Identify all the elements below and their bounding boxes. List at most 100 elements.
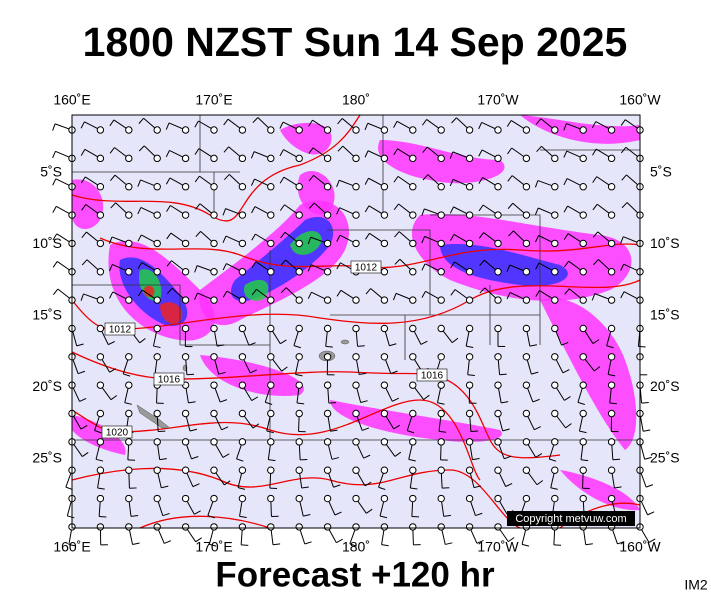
barb-station bbox=[495, 212, 501, 218]
barb-station bbox=[410, 184, 416, 190]
barb-station bbox=[381, 467, 387, 473]
barb-station bbox=[239, 495, 245, 501]
barb-station bbox=[126, 240, 132, 246]
barb-station bbox=[324, 382, 330, 388]
barb-station bbox=[211, 240, 217, 246]
lat-label-left: 10˚S bbox=[32, 235, 62, 251]
barb-station bbox=[438, 524, 444, 530]
barb-station bbox=[495, 269, 501, 275]
barb-station bbox=[268, 240, 274, 246]
barb-station bbox=[268, 410, 274, 416]
barb-station bbox=[296, 439, 302, 445]
barb-station bbox=[324, 325, 330, 331]
barb-station bbox=[268, 382, 274, 388]
barb-station bbox=[580, 155, 586, 161]
barb-station bbox=[608, 382, 614, 388]
barb-station bbox=[523, 354, 529, 360]
barb-station bbox=[296, 524, 302, 530]
isobar-label: 1012 bbox=[355, 263, 378, 274]
barb-station bbox=[381, 382, 387, 388]
barb-station bbox=[410, 155, 416, 161]
barb-station bbox=[296, 382, 302, 388]
lat-label-right: 25˚S bbox=[650, 450, 680, 466]
barb-station bbox=[324, 410, 330, 416]
barb-station bbox=[182, 439, 188, 445]
barb-station bbox=[239, 240, 245, 246]
barb-station bbox=[381, 155, 387, 161]
lat-label-right: 20˚S bbox=[650, 378, 680, 394]
barb-station bbox=[324, 240, 330, 246]
barb-station bbox=[580, 439, 586, 445]
barb-station bbox=[495, 524, 501, 530]
barb-station bbox=[268, 325, 274, 331]
barb-station bbox=[211, 524, 217, 530]
barb-station bbox=[580, 495, 586, 501]
barb-station bbox=[126, 127, 132, 133]
barb-station bbox=[154, 155, 160, 161]
barb-station bbox=[154, 467, 160, 473]
barb-station bbox=[211, 212, 217, 218]
barb-station bbox=[182, 212, 188, 218]
barb-station bbox=[97, 269, 103, 275]
lat-label-left: 25˚S bbox=[32, 450, 62, 466]
barb-station bbox=[608, 325, 614, 331]
barb-station bbox=[552, 382, 558, 388]
barb-station bbox=[410, 439, 416, 445]
barb-station bbox=[324, 495, 330, 501]
barb-station bbox=[438, 467, 444, 473]
lon-label-top: 160˚E bbox=[53, 92, 90, 108]
barb-station bbox=[466, 212, 472, 218]
barb-station bbox=[126, 354, 132, 360]
barb-station bbox=[126, 410, 132, 416]
barb-feather bbox=[500, 374, 507, 375]
barb-station bbox=[523, 439, 529, 445]
barb-station bbox=[154, 354, 160, 360]
barb-station bbox=[182, 297, 188, 303]
barb-station bbox=[97, 240, 103, 246]
barb-station bbox=[523, 269, 529, 275]
barb-station bbox=[268, 269, 274, 275]
barb-station bbox=[552, 410, 558, 416]
barb-station bbox=[438, 325, 444, 331]
barb-station bbox=[97, 212, 103, 218]
barb-station bbox=[608, 467, 614, 473]
barb-station bbox=[126, 212, 132, 218]
barb-station bbox=[353, 127, 359, 133]
barb-station bbox=[154, 495, 160, 501]
barb-station bbox=[466, 439, 472, 445]
barb-station bbox=[211, 382, 217, 388]
barb-station bbox=[608, 184, 614, 190]
barb-station bbox=[211, 325, 217, 331]
barb-station bbox=[523, 155, 529, 161]
barb-station bbox=[353, 184, 359, 190]
barb-station bbox=[466, 524, 472, 530]
barb-station bbox=[97, 467, 103, 473]
barb-station bbox=[438, 240, 444, 246]
barb-station bbox=[97, 524, 103, 530]
barb-station bbox=[580, 212, 586, 218]
barb-station bbox=[268, 212, 274, 218]
barb-station bbox=[268, 297, 274, 303]
barb-station bbox=[182, 495, 188, 501]
barb-station bbox=[182, 127, 188, 133]
barb-feather bbox=[99, 517, 106, 518]
isobar-label: 1020 bbox=[106, 428, 129, 439]
lon-label-top: 170˚E bbox=[195, 92, 232, 108]
barb-station bbox=[182, 354, 188, 360]
barb-station bbox=[182, 410, 188, 416]
barb-station bbox=[466, 354, 472, 360]
lon-label-bottom: 160˚W bbox=[619, 539, 661, 555]
barb-station bbox=[410, 297, 416, 303]
barb-station bbox=[523, 325, 529, 331]
barb-station bbox=[523, 212, 529, 218]
barb-station bbox=[154, 269, 160, 275]
barb-station bbox=[154, 410, 160, 416]
barb-station bbox=[580, 184, 586, 190]
barb-station bbox=[126, 495, 132, 501]
barb-station bbox=[353, 524, 359, 530]
lat-label-left: 15˚S bbox=[32, 307, 62, 323]
barb-station bbox=[154, 127, 160, 133]
barb-station bbox=[182, 184, 188, 190]
barb-station bbox=[296, 467, 302, 473]
barb-station bbox=[410, 240, 416, 246]
